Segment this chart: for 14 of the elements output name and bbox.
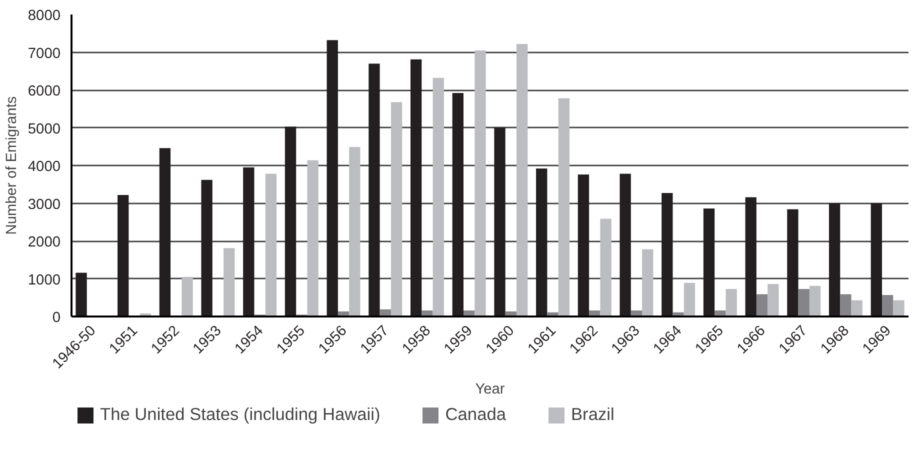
y-tick-label: 2000 (28, 234, 61, 250)
y-tick-label: 7000 (28, 46, 61, 62)
y-tick-label: 3000 (28, 196, 61, 213)
y-tick-label: 1000 (28, 272, 61, 288)
y-tick-label: 4000 (28, 159, 61, 175)
y-tick-label: 5000 (28, 121, 61, 138)
y-tick-label: 6000 (28, 84, 61, 100)
legend-label: Canada (445, 404, 506, 425)
y-tick-label: 0 (52, 310, 61, 326)
legend-label: The United States (including Hawaii) (100, 404, 380, 425)
y-tick-label: 8000 (28, 8, 61, 24)
y-axis-title: Number of Emigrants (4, 96, 20, 235)
legend-label: Brazil (570, 404, 614, 425)
x-axis-title: Year (475, 381, 505, 398)
